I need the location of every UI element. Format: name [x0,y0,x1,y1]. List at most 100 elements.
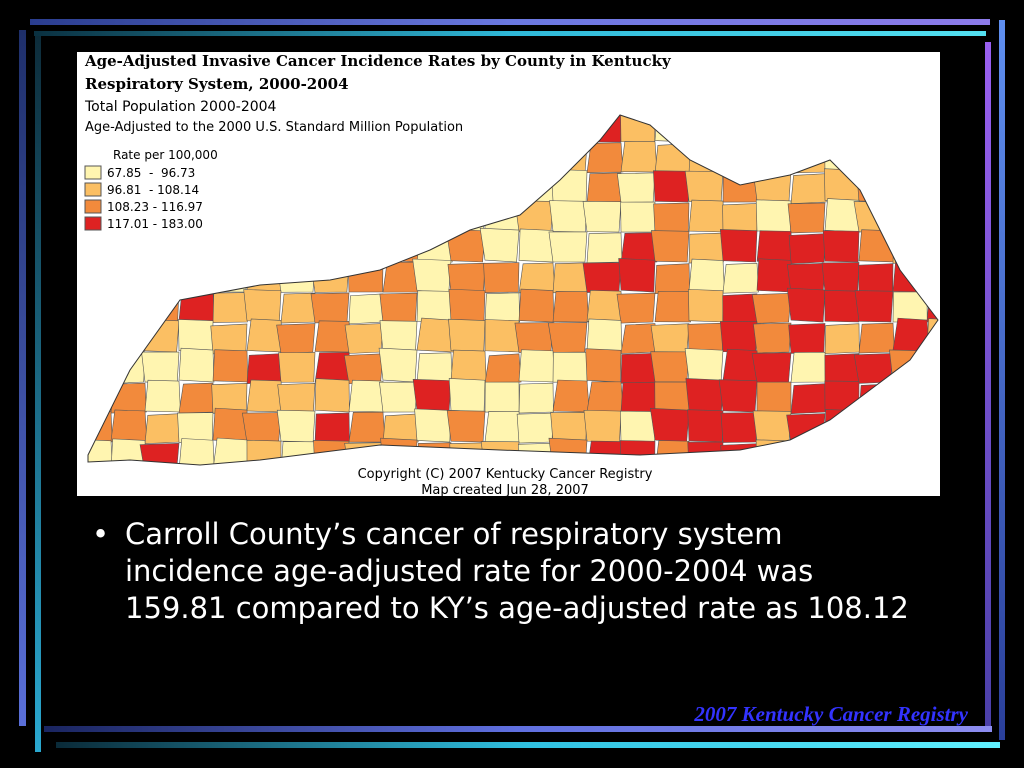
county [178,382,216,414]
county [654,291,691,323]
county [892,115,928,143]
county [176,259,214,293]
county [550,168,588,203]
county [855,409,894,443]
county [688,258,725,293]
county [552,115,589,143]
county [348,167,386,203]
county [620,232,658,263]
county [552,262,589,294]
map-image: Age-Adjusted Invasive Cancer Incidence R… [77,52,940,496]
county [856,169,894,203]
county [380,203,418,235]
county [586,172,623,204]
county [382,413,419,445]
county [313,167,350,203]
county [548,231,588,263]
county [926,168,938,203]
county [892,232,928,264]
county [858,229,895,263]
county [620,410,656,443]
county [242,172,282,204]
legend-title: Rate per 100,000 [113,148,218,162]
county [688,143,724,174]
county [178,438,215,465]
county [756,230,793,263]
county [177,412,214,443]
county [687,441,724,465]
county [688,232,724,264]
county [722,293,758,325]
decor-bar [30,19,990,25]
county [650,323,690,354]
county [212,292,248,323]
county [620,381,657,413]
county [412,258,452,293]
county [583,409,622,443]
county [926,382,938,414]
county [88,439,113,465]
county [313,440,350,465]
county [178,347,215,383]
county [887,201,928,233]
county [650,351,690,383]
county [552,379,590,413]
footer: 2007 Kentucky Cancer Registry [694,702,968,726]
county [243,289,282,323]
county [445,229,486,263]
county [416,290,452,323]
county [88,287,112,323]
map-note: Age-Adjusted to the 2000 U.S. Standard M… [85,120,463,135]
county [889,349,928,383]
county [143,258,180,293]
county [858,139,895,173]
county [246,259,283,293]
map-title: Respiratory System, 2000-2004 [85,75,349,93]
county [178,319,214,353]
county [718,379,758,413]
county [790,351,827,383]
county [210,261,248,293]
county [722,262,759,294]
county [177,232,214,264]
county [685,378,724,413]
county [346,232,384,264]
county [518,228,554,263]
county [347,261,384,293]
county [549,200,588,233]
county [276,323,316,354]
county [310,292,350,324]
county [280,292,317,324]
county [821,262,860,293]
decor-bar [985,42,991,732]
county [550,411,588,443]
county [720,412,758,443]
county [514,200,554,233]
county [379,381,418,413]
county [414,140,452,173]
county [483,262,520,293]
county [854,290,894,323]
decor-bar [35,36,41,752]
county [586,381,624,413]
county [824,353,860,384]
county [414,408,452,443]
county [212,349,249,383]
county [139,443,180,465]
county [756,258,793,293]
county [719,321,758,353]
county [448,318,486,353]
county [379,320,418,353]
county [722,115,759,143]
county [722,203,758,234]
county [790,383,827,415]
county [314,412,350,444]
county [447,262,486,294]
county [857,263,894,294]
county [786,287,826,323]
county [756,142,793,174]
county [824,168,860,203]
county [314,203,350,234]
county [277,137,316,173]
county [552,351,588,383]
